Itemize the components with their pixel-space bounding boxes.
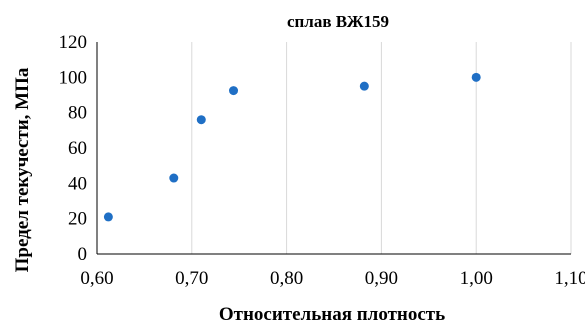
x-tick-label: 1,10 bbox=[554, 268, 585, 289]
y-tick-label: 120 bbox=[59, 32, 88, 53]
data-point bbox=[229, 86, 239, 96]
x-tick-label: 1,00 bbox=[460, 268, 493, 289]
chart-title: сплав ВЖ159 bbox=[287, 12, 389, 31]
y-tick-label: 100 bbox=[59, 67, 88, 88]
y-tick-label: 20 bbox=[68, 209, 87, 230]
y-tick-labels: 0 20 40 60 80 100 120 bbox=[59, 32, 88, 265]
y-tick-label: 40 bbox=[68, 173, 87, 194]
data-point bbox=[471, 72, 481, 82]
x-tick-label: 0,70 bbox=[175, 268, 208, 289]
data-points bbox=[103, 72, 481, 222]
y-tick-label: 60 bbox=[68, 138, 87, 159]
data-point bbox=[103, 212, 113, 222]
x-tick-label: 0,80 bbox=[270, 268, 303, 289]
x-axis-label: Относительная плотность bbox=[219, 304, 445, 325]
x-tick-label: 0,60 bbox=[80, 268, 113, 289]
y-axis-label: Предел текучести, МПа bbox=[12, 67, 33, 272]
y-tick-label: 80 bbox=[68, 103, 87, 124]
data-point bbox=[196, 115, 206, 125]
data-point bbox=[359, 81, 369, 91]
data-point bbox=[169, 173, 179, 183]
x-tick-labels: 0,60 0,70 0,80 0,90 1,00 1,10 bbox=[80, 268, 585, 289]
y-tick-label: 0 bbox=[78, 244, 88, 265]
x-tick-label: 0,90 bbox=[365, 268, 398, 289]
